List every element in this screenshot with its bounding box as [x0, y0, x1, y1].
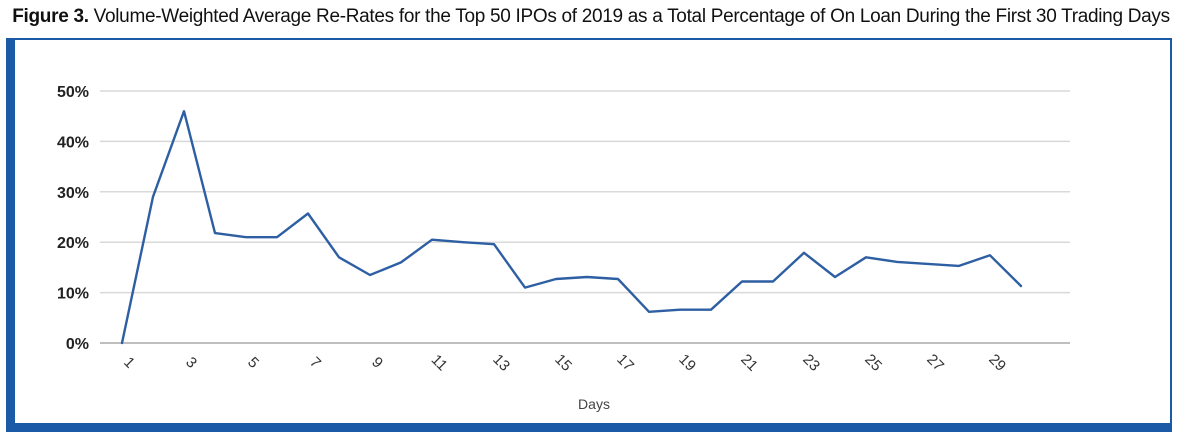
y-tick-label: 20%: [57, 235, 89, 252]
x-tick-label: 27: [923, 351, 947, 375]
x-tick-label: 5: [244, 354, 262, 372]
x-tick-label: 15: [551, 351, 575, 375]
x-tick-label: 21: [737, 351, 761, 375]
y-tick-label: 10%: [57, 286, 89, 303]
y-tick-label: 0%: [66, 336, 89, 353]
figure-title-text: Volume-Weighted Average Re-Rates for the…: [93, 6, 1170, 27]
x-tick-label: 13: [489, 351, 513, 375]
y-tick-label: 40%: [57, 134, 89, 151]
x-tick-label: 19: [675, 351, 699, 375]
x-tick-label: 1: [120, 354, 138, 372]
x-tick-label: 9: [368, 354, 386, 372]
x-tick-label: 23: [799, 351, 823, 375]
x-tick-label: 17: [613, 351, 637, 375]
x-tick-label: 7: [306, 354, 324, 372]
figure-label: Figure 3.: [12, 6, 89, 27]
chart-frame: [6, 38, 1172, 432]
x-tick-label: 29: [985, 351, 1009, 375]
y-tick-label: 50%: [57, 84, 89, 101]
x-tick-label: 25: [861, 351, 885, 375]
x-tick-label: 11: [428, 351, 451, 374]
series-line: [120, 109, 1023, 345]
y-tick-label: 30%: [57, 185, 89, 202]
figure-title: Figure 3. Volume-Weighted Average Re-Rat…: [0, 6, 1182, 28]
x-tick-label: 3: [182, 354, 200, 372]
x-axis-title: Days: [578, 396, 610, 412]
